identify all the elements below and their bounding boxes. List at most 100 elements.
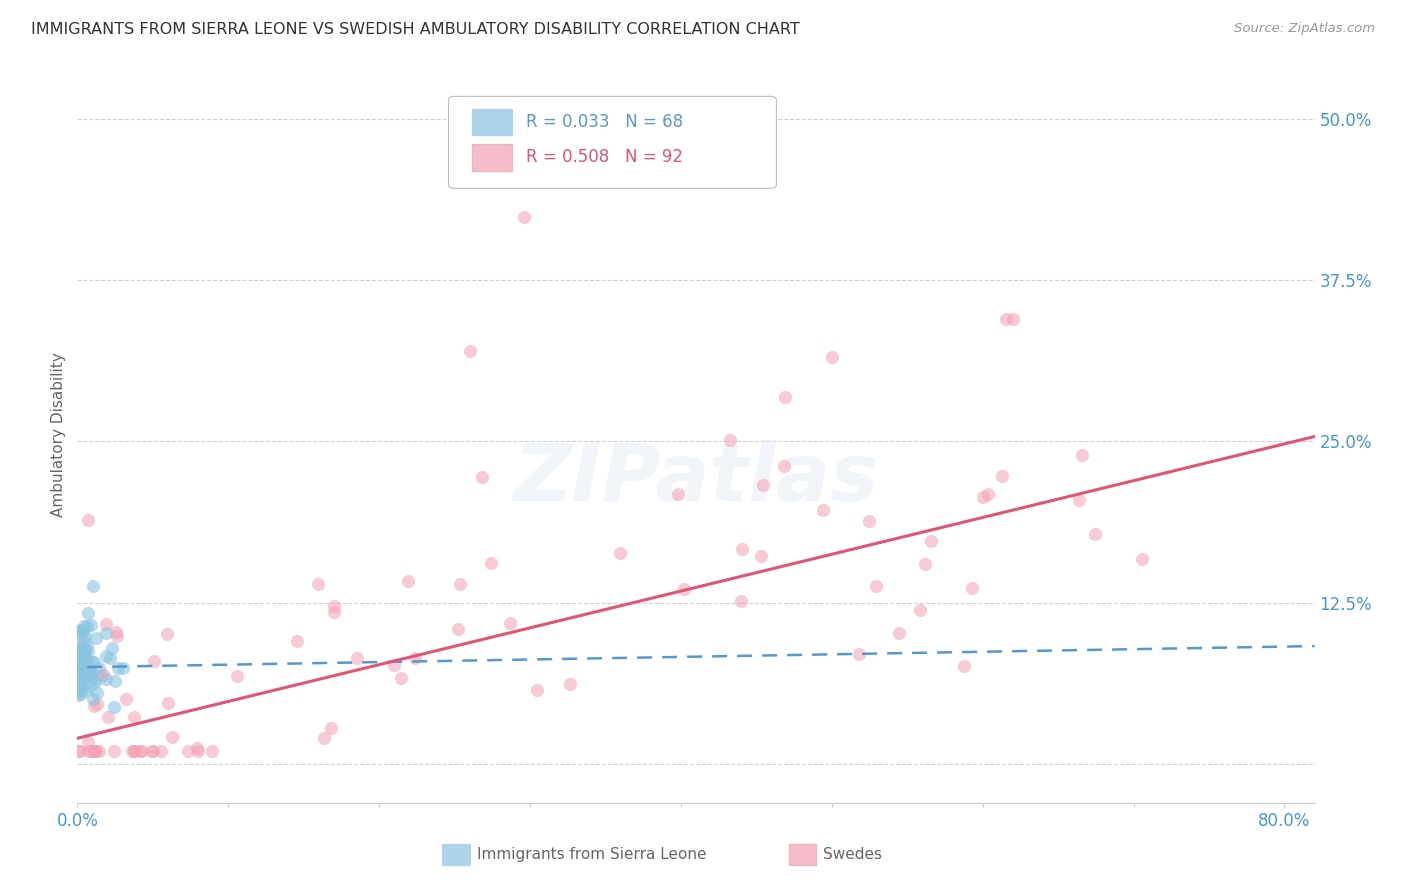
Point [124, 744, 146, 758]
Text: ZIPatlas: ZIPatlas [513, 440, 879, 518]
Point [79, 679, 101, 693]
Text: R = 0.033   N = 68: R = 0.033 N = 68 [526, 113, 683, 131]
Point [307, 576, 329, 591]
FancyBboxPatch shape [789, 844, 815, 864]
Point [471, 470, 494, 484]
Point [76, 744, 98, 758]
Point [70, 679, 93, 693]
Point [75, 643, 97, 657]
Point [69, 625, 91, 640]
Point [449, 577, 471, 591]
Point [75, 643, 97, 657]
Point [69, 644, 91, 658]
Point [86, 744, 108, 758]
Point [920, 533, 942, 548]
Point [186, 740, 208, 755]
Point [75, 658, 97, 673]
Point [75, 683, 97, 698]
Point [115, 691, 138, 706]
Point [513, 210, 536, 224]
Point [131, 744, 153, 758]
Point [953, 658, 976, 673]
Point [447, 622, 470, 636]
Point [70, 660, 93, 674]
Point [730, 594, 752, 608]
Point [858, 514, 880, 528]
Point [908, 603, 931, 617]
Point [67, 632, 90, 646]
Point [150, 744, 173, 758]
Point [1069, 492, 1091, 507]
Point [731, 542, 754, 557]
Point [121, 744, 143, 758]
Point [1001, 311, 1024, 326]
Point [499, 616, 522, 631]
Point [586, 114, 609, 128]
Point [177, 744, 200, 758]
Point [84, 631, 107, 645]
Point [201, 744, 224, 758]
Point [526, 682, 548, 697]
Point [72, 646, 94, 660]
Point [1084, 526, 1107, 541]
Point [76, 619, 98, 633]
Point [67, 744, 90, 758]
FancyBboxPatch shape [443, 844, 470, 864]
Point [991, 469, 1014, 483]
Point [67, 641, 90, 656]
Point [83, 655, 105, 669]
Point [752, 478, 775, 492]
Point [914, 557, 936, 571]
Point [80, 665, 103, 680]
Point [82, 655, 104, 669]
Point [70, 639, 93, 653]
Point [994, 311, 1017, 326]
Point [73, 648, 96, 662]
Point [69, 656, 91, 670]
Point [972, 490, 994, 504]
Point [104, 673, 127, 688]
Point [76, 638, 98, 652]
Point [187, 744, 209, 758]
Point [84, 674, 107, 689]
Point [73, 619, 96, 633]
Point [72, 659, 94, 673]
Point [128, 744, 150, 758]
Point [458, 343, 481, 358]
Point [83, 744, 105, 758]
Point [73, 667, 96, 681]
Point [72, 624, 94, 639]
Point [105, 624, 128, 639]
Point [97, 710, 120, 724]
Point [77, 513, 100, 527]
Point [322, 605, 344, 619]
Point [98, 651, 121, 665]
Point [80, 669, 103, 683]
Point [382, 658, 405, 673]
Point [89, 661, 111, 675]
Point [73, 664, 96, 678]
Point [87, 744, 110, 758]
Point [718, 433, 741, 447]
Point [404, 651, 426, 665]
Point [91, 668, 114, 682]
Point [226, 669, 249, 683]
Point [83, 673, 105, 687]
Point [103, 700, 125, 714]
Point [69, 624, 91, 638]
Point [1130, 551, 1153, 566]
Point [773, 390, 796, 404]
Point [91, 668, 114, 682]
Point [94, 616, 117, 631]
Point [479, 557, 502, 571]
Point [77, 644, 100, 658]
Point [960, 581, 983, 595]
Point [848, 647, 870, 661]
Point [157, 696, 180, 710]
Y-axis label: Ambulatory Disability: Ambulatory Disability [51, 352, 66, 517]
Point [1071, 448, 1094, 462]
Point [80, 618, 103, 632]
Point [86, 686, 108, 700]
Point [67, 668, 90, 682]
Point [73, 634, 96, 648]
